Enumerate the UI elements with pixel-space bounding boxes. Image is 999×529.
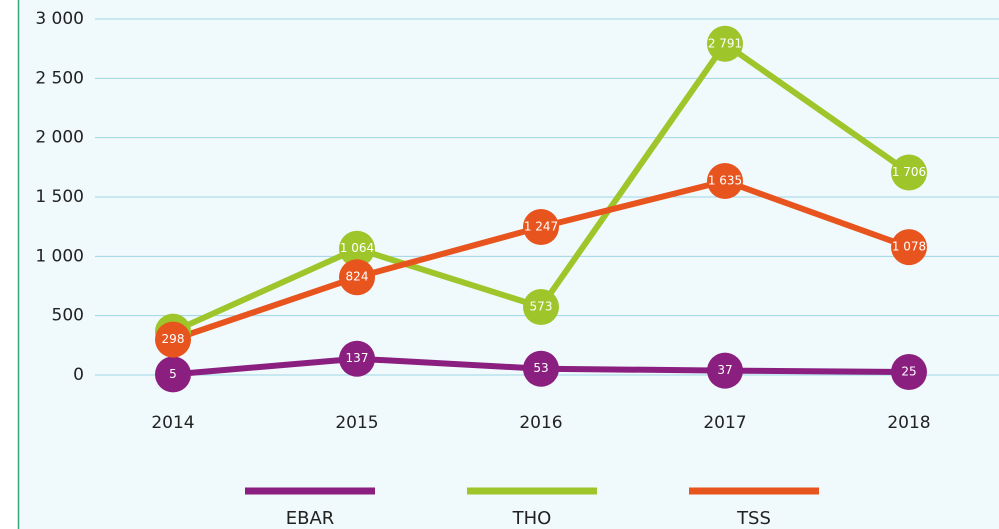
value-label: 573 [530, 300, 553, 314]
y-tick-label: 1 000 [35, 246, 84, 266]
point-marker [707, 162, 743, 199]
y-tick-label: 2 500 [35, 68, 84, 88]
y-tick-label: 2 000 [35, 128, 84, 148]
value-label: 137 [346, 351, 369, 365]
value-label: 25 [901, 365, 916, 379]
point-marker [523, 209, 559, 246]
y-tick-label: 3 000 [35, 9, 84, 29]
value-label: 1 064 [340, 241, 374, 255]
y-tick-label: 500 [52, 306, 84, 326]
value-label: 824 [346, 270, 369, 284]
x-tick-label: 2017 [703, 413, 746, 433]
y-tick-label: 0 [73, 365, 84, 385]
y-tick-label: 1 500 [35, 187, 84, 207]
point-marker [523, 289, 559, 326]
value-label: 1 706 [892, 165, 926, 179]
point-marker [339, 230, 375, 267]
point-marker [155, 321, 191, 358]
point-marker [339, 259, 375, 296]
point-marker [339, 340, 375, 377]
value-label: 1 635 [708, 173, 742, 187]
value-label: 37 [717, 363, 732, 377]
x-tick-label: 2014 [151, 413, 194, 433]
x-tick-label: 2018 [887, 413, 930, 433]
value-label: 5 [169, 367, 177, 381]
value-label: 1 078 [892, 240, 926, 254]
x-tick-label: 2016 [519, 413, 562, 433]
value-label: 298 [162, 332, 185, 346]
value-label: 2 791 [708, 36, 742, 50]
point-marker [155, 356, 191, 393]
value-label: 1 247 [524, 220, 558, 234]
plot-background [18, 0, 999, 529]
legend-label: TSS [736, 508, 771, 529]
point-marker [707, 352, 743, 389]
point-marker [707, 25, 743, 62]
point-marker [891, 229, 927, 266]
x-tick-label: 2015 [335, 413, 378, 433]
point-marker [891, 154, 927, 191]
legend-label: EBAR [286, 508, 335, 529]
point-marker [891, 354, 927, 391]
point-marker [523, 350, 559, 387]
legend-label: THO [512, 508, 552, 529]
value-label: 53 [533, 361, 548, 375]
